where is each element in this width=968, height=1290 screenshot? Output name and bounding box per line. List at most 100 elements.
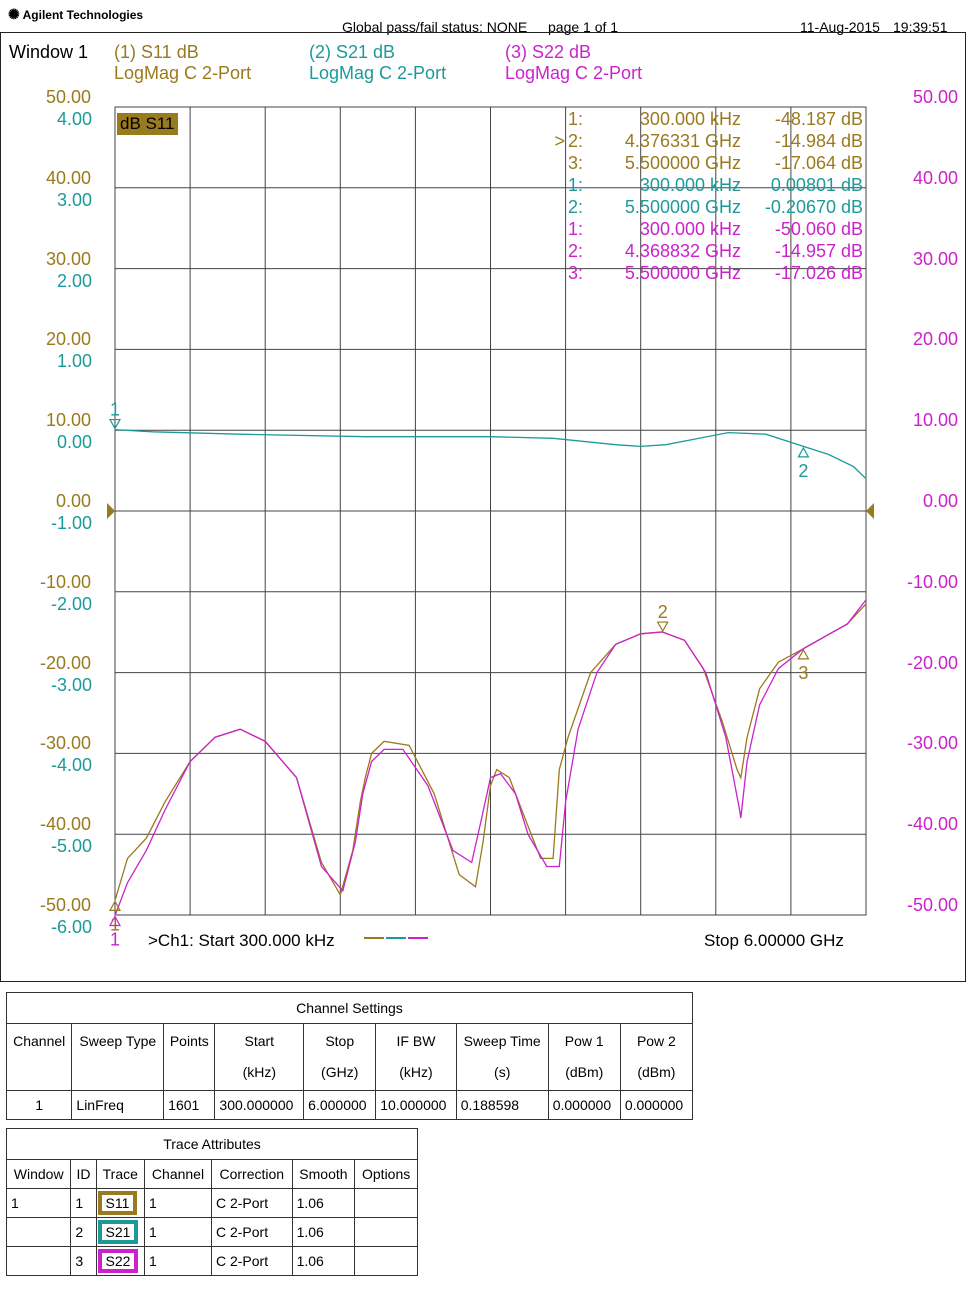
- pass-fail-status: Global pass/fail status: NONE: [342, 19, 528, 35]
- trace-2-header[interactable]: (2) S21 dB LogMag C 2-Port: [309, 42, 446, 84]
- marker-number: 1:: [568, 175, 584, 195]
- reference-level-right-arrow: [866, 503, 874, 519]
- right-tick-label: -30.00: [906, 733, 958, 754]
- right-tick-label: 40.00: [912, 167, 958, 188]
- trace-attributes-cell: [354, 1188, 418, 1218]
- marker-number: 2:: [568, 197, 584, 217]
- channel-settings-header-unit: (s): [494, 1064, 511, 1080]
- left-outer-tick-label: -20.00: [39, 652, 91, 673]
- channel-settings-table: Channel Settings Channel Sweep Type Points…: [5, 992, 694, 1120]
- trace-attributes-header-cell: Trace: [95, 1159, 146, 1189]
- trace-attributes-table: Trace Attributes Window ID Trace Channel Cor…: [5, 1128, 418, 1276]
- channel-settings-header-cell: IF BW (kHz): [375, 1023, 457, 1091]
- channel-settings-cell: 0.188598: [455, 1090, 549, 1120]
- channel-settings-header-unit: (kHz): [242, 1064, 277, 1080]
- trace-attributes-header-cell: Correction: [210, 1159, 293, 1189]
- channel-settings-header: Points: [169, 1033, 209, 1049]
- right-tick-label: 0.00: [922, 491, 958, 511]
- trace-s21-line: [114, 428, 867, 480]
- marker-frequency: 4.368832 GHz: [624, 241, 741, 261]
- trace-color-swatch: S22: [97, 1249, 139, 1273]
- trace-attributes-header-row: Window ID Trace Channel Correction Smooth Opti…: [5, 1159, 418, 1189]
- marker-s11-2-triangle: [656, 621, 669, 633]
- trace-attributes-cell: 1.06: [291, 1217, 356, 1247]
- marker-frequency: 5.500000 GHz: [624, 153, 741, 173]
- active-trace-badge: dB S11: [117, 113, 178, 135]
- spark-icon: ✺: [8, 6, 20, 22]
- channel-settings-header-cell: Sweep Time (s): [455, 1023, 549, 1091]
- channel-settings-title: Channel Settings: [6, 992, 693, 1024]
- trace-1-header[interactable]: (1) S11 dB LogMag C 2-Port: [114, 42, 251, 84]
- trace-attributes-cell: S21: [95, 1217, 146, 1247]
- marker-value: -0.20670 dB: [764, 197, 863, 217]
- trace-1-title: (1) S11 dB: [114, 42, 199, 62]
- left-outer-tick-label: 0.00: [55, 491, 91, 511]
- marker-s11-2-label: 2: [658, 602, 668, 622]
- marker-s22-1-triangle: [108, 915, 122, 927]
- reference-level-left-arrow: [107, 503, 115, 519]
- trace-1-format: LogMag C 2-Port: [114, 63, 252, 83]
- left-inner-tick-label: -5.00: [50, 836, 92, 857]
- trace-attributes-cell: 2: [70, 1217, 97, 1247]
- marker-frequency: 300.000 kHz: [639, 175, 741, 195]
- marker-number: 2:: [568, 241, 584, 261]
- left-outer-tick-label: -40.00: [39, 814, 91, 835]
- brand-name: Agilent Technologies: [22, 8, 144, 22]
- marker-value: -48.187 dB: [774, 109, 863, 129]
- marker-s11-3-triangle: [797, 648, 810, 660]
- trace-attributes-header-cell: Options: [354, 1159, 418, 1189]
- trace-plot[interactable]: 1 2 3 1 2 1: [0, 0, 968, 990]
- trace-color-legend: [364, 937, 428, 939]
- right-tick-label: -20.00: [906, 652, 958, 673]
- marker-frequency: 300.000 kHz: [639, 219, 741, 239]
- left-inner-tick-label: -1.00: [50, 513, 92, 533]
- channel-settings-header: IF BW: [396, 1033, 436, 1049]
- marker-number: 3:: [568, 263, 584, 283]
- marker-value: -17.026 dB: [774, 263, 863, 283]
- left-outer-tick-label: 40.00: [45, 167, 91, 188]
- sweep-stop-label: Stop 6.00000 GHz: [704, 931, 844, 950]
- left-outer-tick-label: -10.00: [39, 571, 91, 592]
- left-inner-tick-label: -2.00: [50, 593, 92, 614]
- left-outer-tick-label: 50.00: [45, 87, 91, 107]
- marker-number: 1:: [568, 109, 584, 129]
- right-tick-label: -40.00: [906, 814, 958, 835]
- left-outer-tick-label: 10.00: [45, 410, 91, 431]
- channel-settings-header: Channel: [13, 1033, 66, 1049]
- channel-settings-header-unit: (kHz): [399, 1064, 433, 1080]
- trace-attributes-cell: 1.06: [291, 1246, 356, 1276]
- channel-settings-header-cell: Points: [163, 1023, 216, 1091]
- trace-attributes-cell: C 2-Port: [210, 1188, 293, 1218]
- marker-s11-1-triangle: [108, 900, 122, 911]
- left-inner-tick-label: 0.00: [56, 432, 92, 453]
- channel-settings-header: Pow 1: [564, 1033, 604, 1049]
- trace-3-header[interactable]: (3) S22 dB LogMag C 2-Port: [505, 42, 642, 84]
- marker-s11-1-label: 1: [110, 914, 120, 934]
- left-inner-tick-label: 3.00: [56, 189, 92, 210]
- trace-attributes-header-cell: ID: [70, 1159, 97, 1189]
- channel-settings-header-cell: Pow 2 (dBm): [619, 1023, 694, 1091]
- trace-attributes-cell: [354, 1246, 418, 1276]
- trace-3-format: LogMag C 2-Port: [505, 63, 643, 83]
- trace-attributes-row: 3 S22 1 C 2-Port 1.06: [5, 1246, 418, 1276]
- right-tick-label: -10.00: [906, 571, 958, 592]
- right-tick-label: -50.00: [906, 895, 958, 915]
- left-inner-tick-label: 1.00: [56, 351, 92, 372]
- marker-number: 2:: [568, 131, 584, 151]
- left-inner-tick-label: -6.00: [50, 917, 92, 937]
- trace-attributes-row: 2 S21 1 C 2-Port 1.06: [5, 1217, 418, 1247]
- channel-settings-header-unit: (GHz): [321, 1064, 359, 1080]
- left-inner-tick-label: 4.00: [56, 109, 92, 129]
- marker-value: -14.984 dB: [774, 131, 863, 151]
- channel-settings-header: Sweep Type: [79, 1033, 157, 1049]
- marker-frequency: 300.000 kHz: [639, 109, 741, 129]
- channel-settings-header-unit: (dBm): [565, 1064, 604, 1080]
- marker-s21-2-label: 2: [798, 461, 808, 481]
- marker-number: 1:: [568, 219, 584, 239]
- channel-settings-cell: 0.000000: [547, 1090, 621, 1120]
- trace-attributes-cell: 1: [5, 1188, 72, 1218]
- channel-settings-header: Start: [244, 1033, 275, 1049]
- trace-attributes-cell: [354, 1217, 418, 1247]
- right-tick-label: 20.00: [912, 329, 958, 350]
- trace-attributes-cell: 3: [70, 1246, 97, 1276]
